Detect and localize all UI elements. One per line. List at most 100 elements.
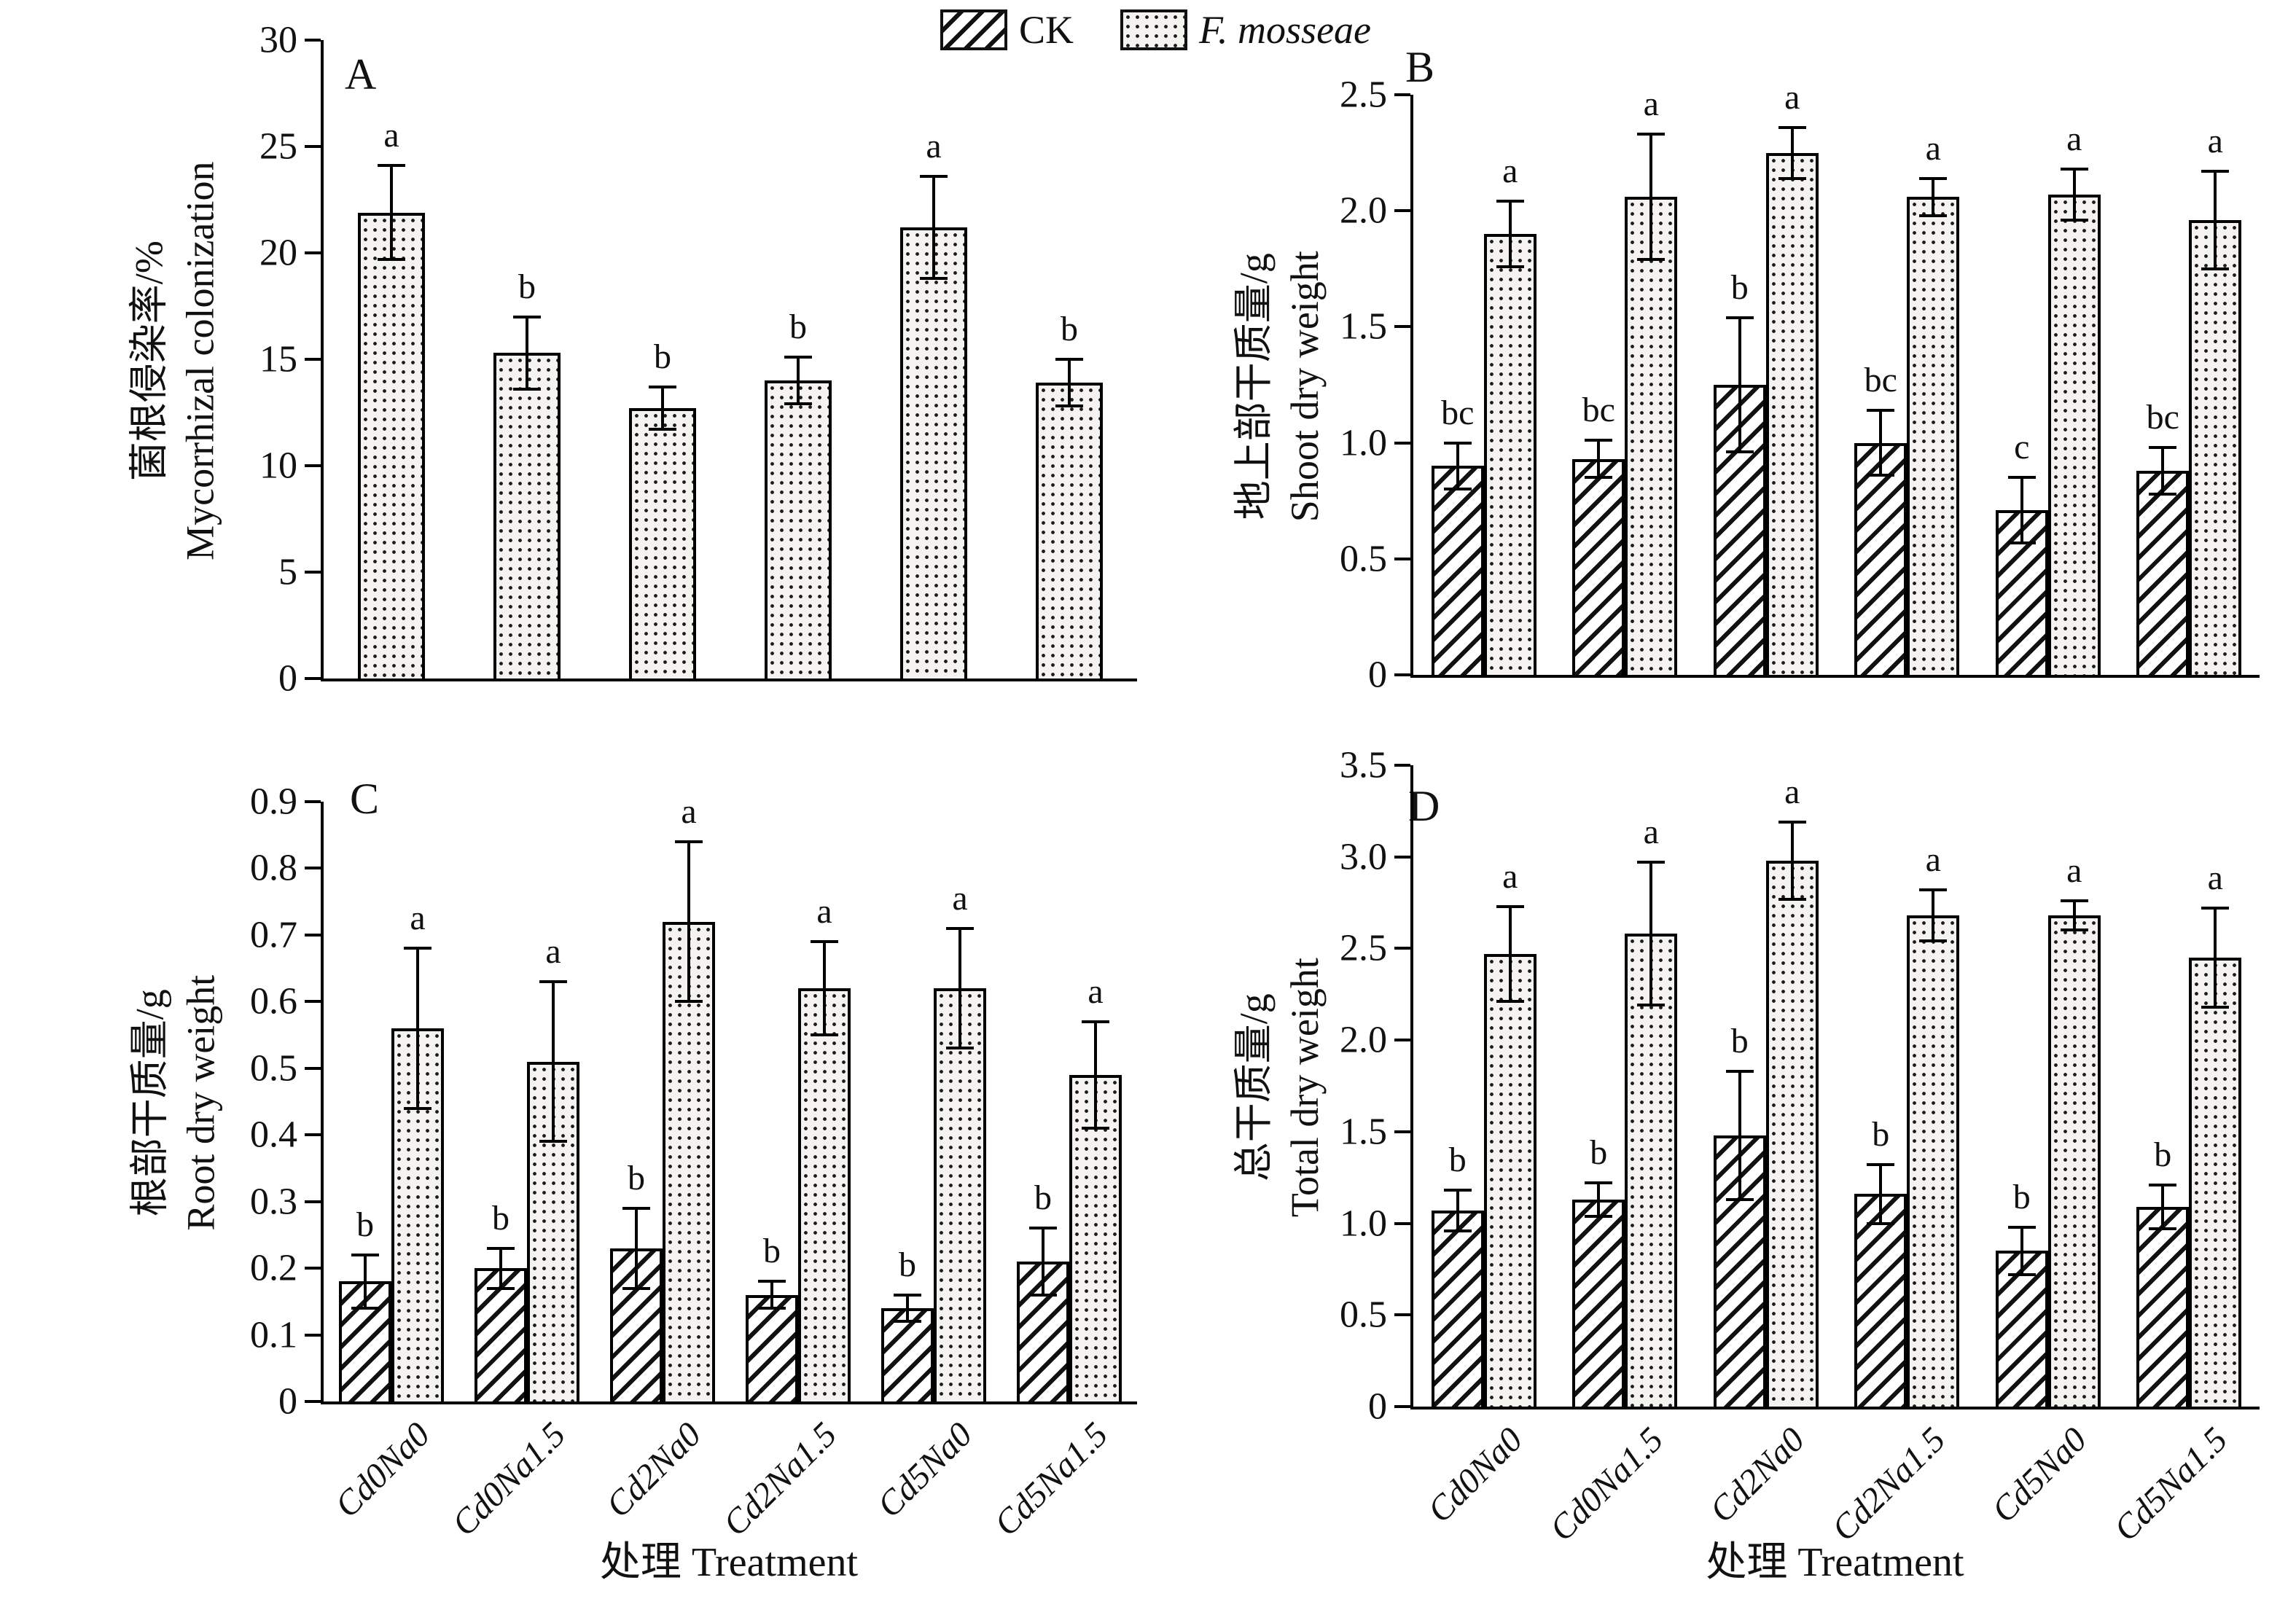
error-bar	[1790, 127, 1794, 179]
x-tick-label: Cd2Na1.5	[716, 1415, 845, 1544]
error-bar-top-cap	[1637, 861, 1666, 864]
significance-letter: b	[1730, 1021, 1749, 1060]
error-bar-bottom-cap	[351, 1306, 379, 1310]
y-tick-label: 25	[259, 125, 297, 168]
bar-fm-Cd0Na0	[358, 212, 425, 679]
significance-letter: b	[763, 1232, 781, 1271]
bar-ck-Cd5Na1.5	[2136, 470, 2190, 675]
y-axis-label-text: 地上部干质量/g Shoot dry weight	[1228, 251, 1330, 522]
error-bar-bottom-cap	[2007, 1272, 2036, 1276]
error-bar	[526, 316, 528, 389]
y-tick-label: 3.5	[1340, 744, 1387, 786]
error-bar-top-cap	[487, 1246, 515, 1250]
significance-letter: a	[1502, 856, 1518, 896]
significance-letter: bc	[1441, 393, 1475, 432]
y-tick-label: 2.5	[1340, 927, 1387, 969]
y-axis-label-text: 根部干质量/g Root dry weight	[124, 975, 226, 1231]
error-bar-bottom-cap	[2007, 541, 2036, 544]
bar-ck-Cd5Na1.5	[2136, 1206, 2190, 1407]
error-bar-bottom-cap	[2060, 218, 2088, 222]
significance-letter: b	[356, 1205, 374, 1244]
error-bar-bottom-cap	[1055, 404, 1083, 408]
error-bar-bottom-cap	[1585, 1214, 1613, 1218]
x-tick-label: Cd0Na0	[1420, 1420, 1530, 1530]
error-bar-top-cap	[920, 174, 948, 178]
error-bar	[1932, 178, 1935, 216]
error-bar	[499, 1248, 502, 1289]
significance-letter: a	[2066, 119, 2082, 158]
bar-ck-Cd0Na1.5	[475, 1268, 527, 1401]
y-tick-label: 0.1	[250, 1314, 297, 1356]
error-bar	[1649, 134, 1653, 260]
y-tick-mark	[305, 800, 321, 803]
y-tick-label: 20	[259, 232, 297, 274]
error-bar-top-cap	[1637, 133, 1666, 136]
bar-fm-Cd5Na0	[2047, 194, 2101, 675]
x-axis-title-right: 处理 Treatment	[1706, 1540, 1964, 1585]
significance-letter: b	[2012, 1177, 2031, 1216]
error-bar-bottom-cap	[539, 1140, 567, 1143]
error-bar	[1879, 1165, 1883, 1224]
error-bar-top-cap	[378, 164, 405, 168]
error-bar	[823, 942, 826, 1036]
error-bar	[635, 1208, 638, 1289]
error-bar-top-cap	[1778, 125, 1806, 129]
error-bar	[1508, 906, 1512, 1002]
significance-letter: a	[1643, 813, 1659, 852]
significance-letter: a	[926, 126, 942, 165]
error-bar	[1738, 317, 1741, 453]
significance-letter: b	[899, 1245, 916, 1284]
significance-letter: a	[383, 116, 399, 155]
significance-letter: bc	[2146, 397, 2179, 437]
bar-ck-Cd5Na0	[881, 1307, 934, 1401]
error-bar	[2072, 168, 2076, 220]
f-mosseae-dots-swatch-icon	[1120, 9, 1188, 50]
y-tick-mark	[305, 677, 321, 680]
y-tick-label: 0.2	[250, 1247, 297, 1289]
error-bar	[1456, 442, 1459, 490]
error-bar-top-cap	[1919, 176, 1948, 180]
significance-letter: b	[518, 267, 536, 306]
x-tick-label: Cd0Na1.5	[445, 1415, 574, 1544]
error-bar-bottom-cap	[378, 257, 405, 261]
error-bar	[932, 176, 935, 279]
error-bar-top-cap	[1725, 1069, 1754, 1073]
error-bar	[2161, 1184, 2165, 1229]
error-bar-bottom-cap	[2201, 267, 2230, 270]
error-bar-top-cap	[2201, 907, 2230, 910]
error-bar-bottom-cap	[1443, 1229, 1472, 1232]
error-bar	[906, 1294, 909, 1322]
bar-ck-Cd5Na0	[1995, 1251, 2048, 1407]
y-tick-mark	[1394, 1405, 1410, 1408]
y-tick-label: 30	[259, 19, 297, 61]
x-tick-label: Cd5Na0	[870, 1415, 980, 1525]
error-bar-top-cap	[1725, 316, 1754, 319]
error-bar-top-cap	[622, 1206, 650, 1210]
significance-letter: a	[681, 791, 697, 831]
error-bar-bottom-cap	[2149, 1227, 2177, 1231]
bar-ck-Cd2Na1.5	[746, 1294, 798, 1401]
y-axis-label-en: Root dry weight	[179, 975, 223, 1231]
y-tick-label: 15	[259, 338, 297, 380]
bar-fm-Cd2Na1.5	[1907, 197, 1960, 675]
y-tick-mark	[305, 933, 321, 937]
error-bar-top-cap	[2201, 170, 2230, 173]
error-bar-top-cap	[1496, 904, 1524, 908]
y-tick-label: 2.0	[1340, 1019, 1387, 1061]
y-tick-mark	[1394, 1313, 1410, 1317]
y-tick-mark	[305, 1133, 321, 1137]
bar-fm-Cd5Na0	[2047, 915, 2101, 1407]
y-tick-mark	[1394, 1221, 1410, 1225]
bar-fm-Cd2Na0	[1765, 152, 1819, 675]
significance-letter: a	[2207, 122, 2223, 161]
y-tick-label: 1.0	[1340, 422, 1387, 464]
error-bar-bottom-cap	[1867, 1221, 1895, 1225]
bar-fm-Cd2Na1.5	[798, 988, 851, 1401]
bar-fm-Cd0Na1.5	[1625, 197, 1678, 675]
y-axis-label-text: 菌根侵染率/% Mycorrhizal colonization	[124, 161, 226, 560]
panel-c-plot: 0 0.1 0.2 0.3 0.4 0.5 0.6 0.7 0.8 0.9 b b b b b b a a a a a a…	[250, 781, 1137, 1544]
error-bar-top-cap	[1778, 820, 1806, 824]
error-bar-top-cap	[2060, 167, 2088, 171]
y-tick-label: 3.0	[1340, 836, 1387, 878]
panel-letter-c: C	[350, 775, 380, 823]
